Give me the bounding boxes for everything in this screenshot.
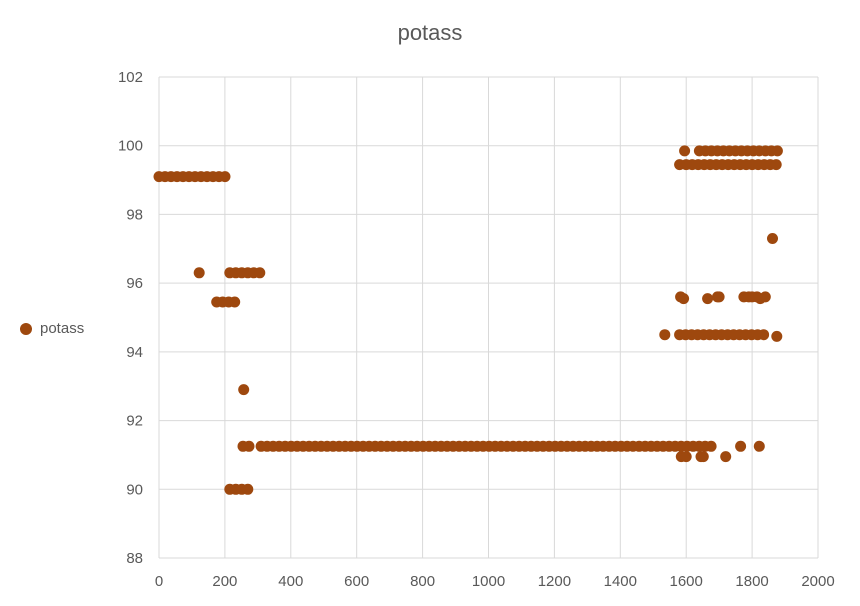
data-point [758,329,770,341]
data-point [697,451,709,463]
data-point [735,440,747,452]
y-tick-label: 100 [118,138,143,155]
y-tick-label: 90 [126,481,143,498]
data-point [702,293,714,305]
data-point [238,384,250,396]
x-tick-label: 1400 [604,573,637,590]
data-point [713,291,725,303]
y-tick-label: 88 [126,550,143,567]
data-point [229,296,241,308]
y-tick-label: 98 [126,206,143,223]
data-point [193,267,205,279]
data-point [705,440,717,452]
points-layer [153,145,783,495]
data-point [679,145,691,157]
data-point [219,171,231,183]
x-tick-label: 1600 [670,573,703,590]
y-tick-label: 94 [126,344,143,361]
x-tick-label: 200 [212,573,237,590]
data-point [243,440,255,452]
data-point [680,451,692,463]
axis-layer: 88 90 92 94 96 98 100 102 0 200 400 600 800 1000 1200 1… [118,69,835,590]
data-point [678,293,690,305]
data-point [753,440,765,452]
x-tick-label: 1200 [538,573,571,590]
x-tick-label: 400 [278,573,303,590]
x-tick-label: 600 [344,573,369,590]
data-point [254,267,266,279]
data-point [674,159,686,171]
y-tick-label: 92 [126,413,143,430]
x-tick-label: 2000 [801,573,834,590]
y-tick-label: 102 [118,69,143,86]
data-point [767,233,778,244]
chart-title: potass [397,20,463,45]
data-point [770,159,782,171]
grid-layer [158,76,819,559]
data-point [242,483,254,495]
x-tick-label: 0 [155,573,163,590]
x-tick-label: 1800 [735,573,768,590]
data-point [771,330,783,342]
x-tick-label: 1000 [472,573,505,590]
legend: potass [20,320,84,337]
data-point [659,329,671,341]
data-point [759,291,771,303]
data-point [771,145,783,157]
y-tick-label: 96 [126,275,143,292]
data-point [720,451,732,463]
legend-label: potass [40,320,85,337]
x-tick-label: 800 [410,573,435,590]
legend-marker-icon [20,322,32,335]
